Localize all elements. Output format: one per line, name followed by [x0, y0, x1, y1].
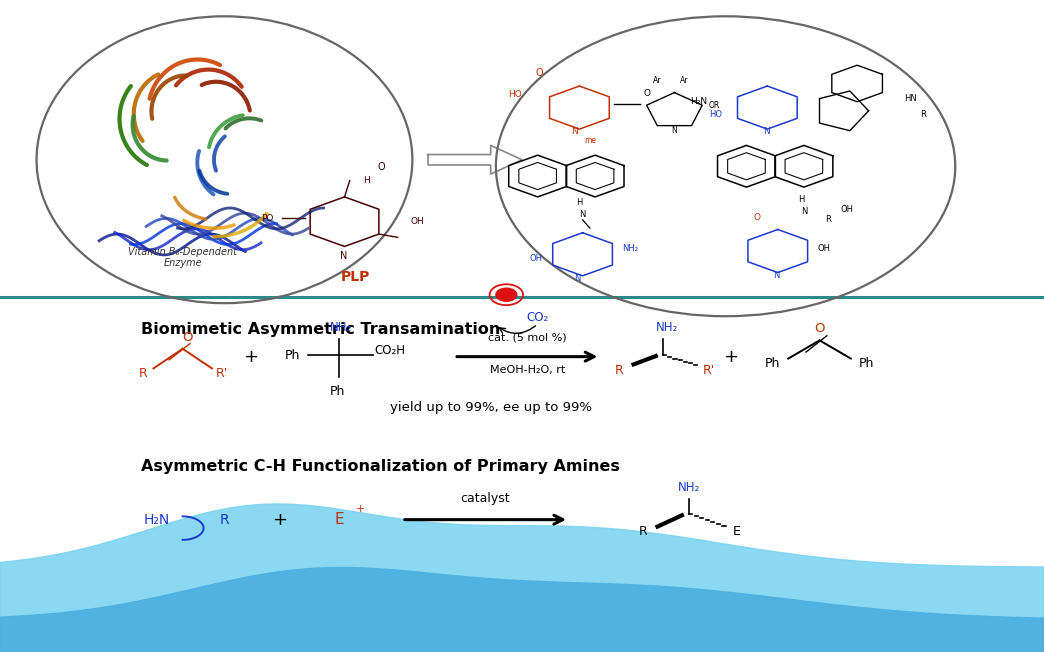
Text: O: O — [377, 162, 385, 171]
Text: O: O — [643, 89, 650, 98]
Text: OR: OR — [709, 100, 720, 110]
Text: OH: OH — [530, 254, 543, 263]
Text: N: N — [774, 271, 780, 280]
Text: MeOH-H₂O, rt: MeOH-H₂O, rt — [490, 364, 565, 375]
Text: N: N — [574, 274, 580, 283]
Text: R: R — [219, 512, 229, 527]
Text: R: R — [615, 364, 623, 377]
Text: OH: OH — [410, 217, 424, 226]
Text: CO₂: CO₂ — [526, 311, 549, 324]
Text: NH₂: NH₂ — [622, 244, 638, 253]
Text: Asymmetric C-H Functionalization of Primary Amines: Asymmetric C-H Functionalization of Prim… — [141, 458, 620, 474]
Text: N: N — [801, 207, 807, 216]
Text: Ph: Ph — [859, 357, 875, 370]
Text: H: H — [576, 198, 583, 207]
Text: Ph: Ph — [284, 349, 300, 362]
Text: H₂N: H₂N — [690, 97, 707, 106]
Text: H: H — [363, 176, 370, 185]
Text: Ph: Ph — [764, 357, 780, 370]
Text: CO₂H: CO₂H — [375, 344, 406, 357]
Text: NH₂: NH₂ — [330, 321, 353, 334]
Circle shape — [496, 288, 517, 301]
Text: N: N — [671, 126, 678, 135]
Text: HO: HO — [508, 90, 522, 99]
Text: Biomimetic Asymmetric Transamination: Biomimetic Asymmetric Transamination — [141, 321, 500, 337]
Text: Ph: Ph — [330, 385, 345, 398]
Text: N: N — [339, 251, 348, 261]
Text: O: O — [754, 213, 760, 222]
Text: PLP: PLP — [340, 270, 370, 284]
Text: R: R — [639, 525, 647, 538]
Text: H₂N: H₂N — [144, 512, 170, 527]
Text: N: N — [763, 126, 769, 136]
Text: NH₂: NH₂ — [678, 481, 701, 494]
Text: R: R — [825, 215, 831, 224]
Text: O: O — [183, 331, 193, 344]
Text: +: + — [243, 348, 258, 366]
Text: R': R' — [216, 367, 229, 380]
Text: +: + — [723, 348, 738, 366]
Text: OH: OH — [840, 205, 853, 214]
Text: OH: OH — [817, 244, 830, 253]
Text: HN: HN — [904, 94, 917, 103]
Text: HO: HO — [710, 110, 722, 119]
Text: O: O — [536, 68, 544, 78]
Polygon shape — [428, 145, 522, 174]
Text: Vitamin B₆-Dependent
Enzyme: Vitamin B₆-Dependent Enzyme — [128, 246, 237, 269]
Text: N: N — [579, 210, 586, 219]
Text: +: + — [356, 503, 364, 514]
Text: PO: PO — [261, 214, 274, 223]
Text: H: H — [799, 195, 805, 204]
Text: Ar: Ar — [654, 76, 662, 85]
Text: NH₂: NH₂ — [656, 321, 679, 334]
Text: O: O — [814, 322, 825, 335]
Text: cat. (5 mol %): cat. (5 mol %) — [488, 332, 567, 342]
Text: catalyst: catalyst — [460, 492, 511, 505]
Text: yield up to 99%, ee up to 99%: yield up to 99%, ee up to 99% — [389, 401, 592, 414]
Text: E: E — [733, 525, 741, 538]
Text: E: E — [334, 512, 345, 527]
Text: R: R — [139, 367, 147, 380]
Text: N: N — [571, 126, 577, 136]
Text: Ar: Ar — [680, 76, 688, 85]
Text: +: + — [272, 511, 287, 529]
Text: R: R — [920, 110, 926, 119]
Text: me: me — [584, 136, 596, 145]
Text: R': R' — [703, 364, 715, 377]
